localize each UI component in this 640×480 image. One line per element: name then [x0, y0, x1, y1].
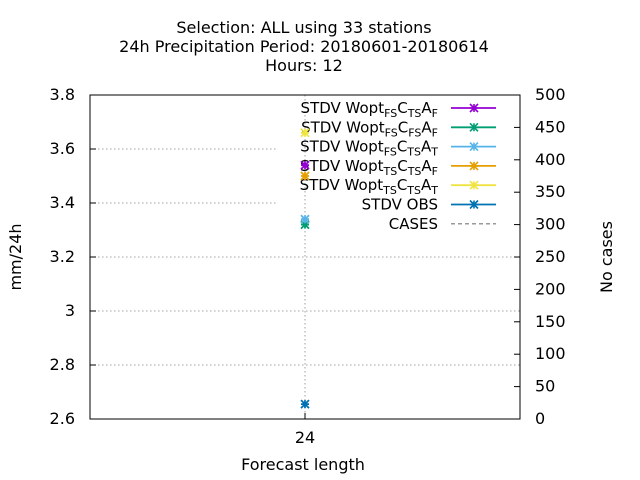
legend-label-part: A — [421, 118, 432, 136]
chart-title: Selection: ALL using 33 stations 24h Pre… — [119, 18, 489, 75]
y-axis-label: mm/24h — [6, 223, 25, 290]
y-tick-label: 3.6 — [50, 139, 75, 158]
legend-entry: STDV WoptFSCFSAF — [301, 118, 496, 139]
legend-label: STDV WoptTSCTSAF — [300, 157, 438, 178]
legend-label-part: C — [397, 138, 407, 156]
title-line-3: Hours: 12 — [265, 56, 343, 75]
legend-label-part: T — [430, 184, 438, 197]
y-tick-label: 2.8 — [50, 355, 75, 374]
y2-tick-label: 350 — [535, 182, 566, 201]
legend-swatch-marker — [469, 142, 479, 152]
legend-label-part: A — [421, 138, 432, 156]
grid-lines — [90, 95, 520, 419]
legend-label-part: FS — [384, 146, 397, 159]
y-tick-label: 3.4 — [50, 193, 75, 212]
title-line-2: 24h Precipitation Period: 20180601-20180… — [119, 37, 489, 56]
y2-axis-ticks: 0 50 100 150 200 250 300 350 400 450 500 — [514, 85, 566, 428]
legend-swatch-marker — [469, 180, 479, 190]
legend-entry: STDV WoptFSCTSAT — [300, 138, 496, 159]
legend-label-part: FS — [408, 126, 421, 139]
legend-label-part: STDV Wopt — [300, 157, 384, 175]
y-tick-label: 2.6 — [50, 409, 75, 428]
data-point — [300, 214, 310, 224]
legend-label-part: STDV Wopt — [301, 99, 385, 117]
legend-swatch-marker — [469, 161, 479, 171]
legend-label-part: A — [421, 176, 432, 194]
legend-label-part: TS — [407, 107, 422, 120]
legend-label: STDV OBS — [362, 196, 438, 214]
legend-label-part: FS — [385, 126, 398, 139]
legend-entry: STDV WoptTSCTSAF — [300, 157, 496, 178]
legend-label: CASES — [389, 215, 438, 233]
legend-entry: STDV WoptFSCTSAF — [301, 99, 496, 120]
y2-tick-label: 150 — [535, 312, 566, 331]
legend-swatch-marker — [469, 199, 479, 210]
data-point — [300, 171, 310, 181]
legend-label-part: C — [397, 99, 407, 117]
legend-label: STDV WoptFSCFSAF — [301, 118, 438, 139]
y2-tick-label: 0 — [535, 409, 545, 428]
legend-label-part: TS — [406, 184, 421, 197]
y2-tick-label: 250 — [535, 247, 566, 266]
legend-label-part: STDV Wopt — [301, 118, 385, 136]
legend-label-part: F — [432, 165, 438, 178]
legend-label-part: F — [432, 107, 438, 120]
y2-tick-label: 450 — [535, 117, 566, 136]
legend-label-part: T — [430, 146, 438, 159]
legend-label-part: TS — [382, 184, 397, 197]
y2-tick-label: 100 — [535, 344, 566, 363]
legend-label: STDV WoptTSCTSAT — [300, 176, 439, 197]
legend-label-part: A — [421, 157, 432, 175]
x-tick-label: 24 — [295, 428, 315, 447]
legend-entry: STDV OBS — [362, 196, 496, 214]
legend-label: STDV WoptFSCTSAF — [301, 99, 438, 120]
y-axis-ticks: 2.6 2.8 3 3.2 3.4 3.6 3.8 — [50, 85, 96, 428]
legend-label-part: A — [421, 99, 432, 117]
legend-label-part: C — [398, 118, 408, 136]
y-tick-label: 3 — [65, 301, 75, 320]
legend-label-part: F — [432, 126, 438, 139]
y2-tick-label: 400 — [535, 150, 566, 169]
y2-axis-label: No cases — [597, 221, 616, 293]
legend-label-part: STDV Wopt — [300, 176, 384, 194]
legend-swatch-marker — [469, 103, 479, 113]
y2-tick-label: 300 — [535, 215, 566, 234]
legend-label-part: C — [397, 176, 407, 194]
legend-label-part: TS — [407, 165, 422, 178]
legend-label-part: TS — [383, 165, 398, 178]
y2-tick-label: 200 — [535, 279, 566, 298]
legend-label-part: FS — [384, 107, 397, 120]
title-line-1: Selection: ALL using 33 stations — [176, 18, 431, 37]
y-tick-label: 3.2 — [50, 247, 75, 266]
legend-label-part: STDV Wopt — [300, 138, 384, 156]
y2-tick-label: 500 — [535, 85, 566, 104]
x-axis-label: Forecast length — [241, 455, 365, 474]
data-point — [300, 219, 310, 230]
data-point — [300, 160, 310, 170]
x-axis-ticks: 24 — [295, 413, 315, 447]
data-points — [300, 128, 310, 409]
data-point — [300, 399, 310, 409]
y-tick-label: 3.8 — [50, 85, 75, 104]
legend-entry: CASES — [389, 215, 496, 233]
data-point — [300, 128, 310, 138]
legend-label-part: TS — [406, 146, 421, 159]
legend-swatch-marker — [469, 122, 479, 132]
legend-label-part: C — [397, 157, 407, 175]
y2-tick-label: 50 — [535, 377, 555, 396]
legend-entry: STDV WoptTSCTSAT — [300, 176, 496, 197]
legend-label: STDV WoptFSCTSAT — [300, 138, 438, 159]
